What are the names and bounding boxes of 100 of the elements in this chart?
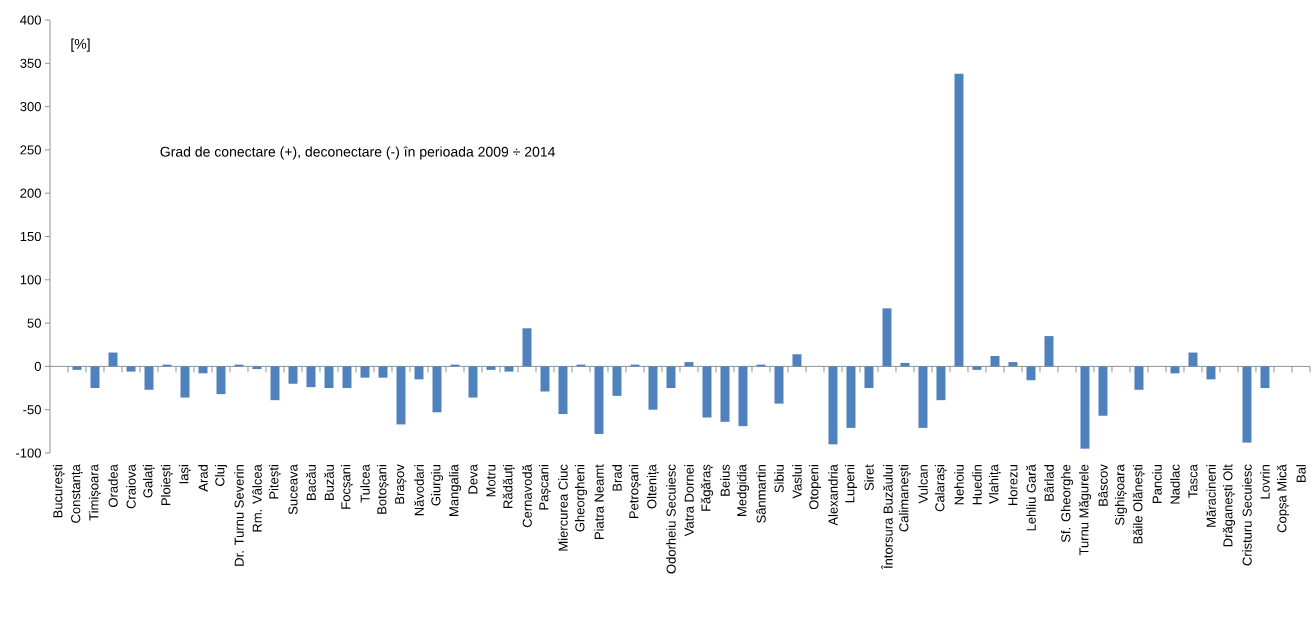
x-tick-label: Galați (142, 465, 156, 498)
bar (612, 366, 622, 396)
bar (1098, 366, 1108, 416)
bar (774, 366, 784, 404)
x-tick-label: Calimanești (898, 465, 912, 532)
bar (1260, 366, 1270, 389)
bar (144, 366, 154, 390)
x-tick-label: Suceava (288, 464, 298, 515)
x-tick-label: Cernavodă (522, 464, 532, 528)
x-tick-label: Copșa Mică (1276, 464, 1290, 533)
x-tick-label: Oradea (108, 464, 118, 507)
x-tick-label: Bârlad (1044, 465, 1054, 501)
x-tick-label: Turnu Măgurele (1078, 464, 1092, 556)
x-tick-label: Huedin (972, 465, 982, 505)
bar (324, 366, 334, 389)
bar (558, 366, 568, 415)
bar (414, 366, 424, 380)
x-tick-label: Vatra Dornei (684, 465, 694, 537)
x-tick-label: Vlahița (988, 464, 1002, 504)
x-tick-label: Gheorgheni (574, 465, 588, 532)
bar (1170, 366, 1180, 374)
text: Grad de conectare (+), deconectare (-) în perioada 2009 ÷ 2014 (160, 146, 555, 160)
x-tick-label: Întorsura Buzăului (881, 465, 893, 570)
x-tick-label: Brașov (395, 464, 407, 504)
x-tick-label: Iași (178, 465, 192, 484)
bar (828, 366, 838, 445)
x-tick-label: Sighișoara (1114, 464, 1128, 526)
y-tick-label: 0 (34, 361, 41, 371)
bar (522, 328, 532, 367)
x-tick-label: Odorheiu Secuiesc (666, 464, 676, 574)
bar (594, 366, 604, 434)
bar (126, 366, 136, 372)
x-tick-label: Rădăuți (502, 465, 516, 508)
x-tick-label: Sibiu (774, 465, 784, 493)
bar (504, 366, 514, 372)
x-tick-label: Calarași (934, 465, 948, 512)
x-tick-label: Drăganești Olt (1222, 464, 1236, 547)
y-tick-label: -100 (16, 448, 41, 458)
x-tick-label: Lovrin (1260, 465, 1270, 499)
bar (864, 366, 874, 389)
x-tick-label: Măracineni (1206, 465, 1216, 527)
x-tick-label: Pitești (268, 465, 282, 499)
x-tick-label: Cristuru Secuiesc (1242, 464, 1252, 566)
bar (738, 366, 748, 427)
x-tick-label: Miercurea Ciuc (558, 464, 568, 551)
bar (1044, 336, 1054, 367)
x-tick-label: Otopeni (808, 465, 822, 510)
x-tick-label: Nehoiu (954, 465, 964, 505)
x-tick-label: Nadlac (1170, 464, 1180, 504)
x-tick-label: Mangalia (448, 464, 462, 516)
y-tick-label: 50 (27, 318, 41, 328)
x-tick-label: Tasca (1188, 464, 1198, 498)
bar (666, 366, 676, 389)
bar (990, 356, 1000, 367)
x-tick-label: Cluj (214, 465, 228, 486)
x-tick-label: Lehliu Gară (1026, 464, 1036, 531)
y-tick-label: 350 (20, 58, 41, 68)
x-tick-label: Alexandria (828, 464, 838, 526)
x-tick-label: Bâscov (1098, 464, 1108, 506)
x-tick-label: Medgidia (736, 464, 750, 516)
bar (1242, 366, 1252, 443)
bar (702, 366, 712, 418)
bar (1188, 352, 1198, 367)
x-tick-label: Piatra Neamt (594, 464, 604, 539)
bar (792, 354, 802, 367)
x-tick-label: Bal (1296, 465, 1306, 482)
bar (1206, 366, 1216, 380)
bar (972, 366, 982, 370)
bar (954, 73, 964, 367)
x-tick-label: Vaslui (792, 465, 802, 499)
bar (882, 308, 892, 367)
bar (918, 366, 928, 428)
y-tick-label: 300 (20, 101, 41, 112)
x-tick-label: Constanța (71, 464, 83, 523)
x-tick-label: Timișoara (88, 464, 102, 521)
x-tick-label: Siret (864, 464, 874, 491)
x-tick-label: Petroșani (628, 465, 642, 519)
x-tick-label: Vulcan (918, 465, 928, 504)
bar (432, 366, 442, 413)
x-tick-label: Oltenița (646, 464, 660, 509)
bar (1026, 366, 1036, 381)
y-tick-label: -50 (23, 405, 41, 415)
x-tick-label: Sânmartin (756, 465, 766, 523)
bar (1134, 366, 1144, 390)
bar (540, 366, 550, 392)
x-tick-label: Horezu (1008, 465, 1018, 506)
x-tick-label: Lupeni (844, 465, 858, 503)
x-tick-label: Pașcani (538, 465, 552, 510)
bar (936, 366, 946, 401)
x-tick-label: Panciu (1152, 465, 1162, 503)
x-tick-label: Buzău (324, 465, 334, 500)
bar (846, 366, 856, 428)
y-axis-title: [%] (71, 38, 90, 52)
x-tick-label: Arad (198, 465, 208, 492)
bar (396, 366, 406, 425)
bar (468, 366, 478, 398)
bar (288, 366, 298, 384)
x-tick-label: Motru (486, 465, 496, 497)
bar (252, 366, 262, 369)
x-tick-label: Făgăraș (700, 464, 714, 511)
